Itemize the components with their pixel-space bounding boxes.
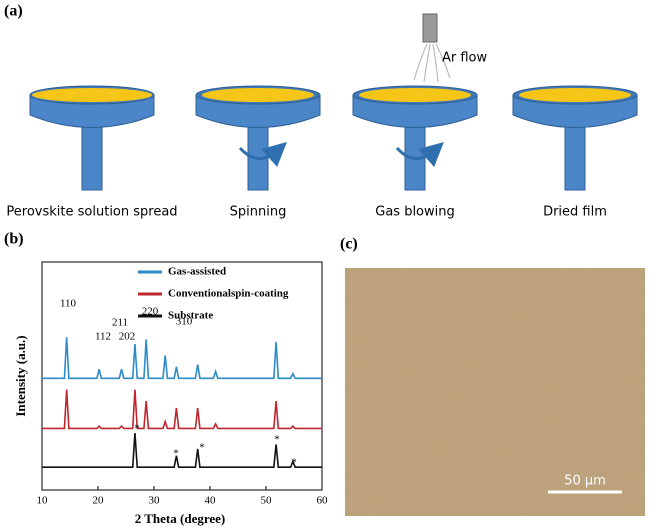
film — [202, 88, 314, 102]
legend-label: Gas-assisted — [168, 266, 226, 278]
annotation: * — [173, 448, 179, 460]
x-tick-label: 50 — [261, 495, 273, 507]
panel-b: (b) 2 Theta (degree) Intensity (a.u.) — [4, 231, 323, 526]
plot-frame — [41, 261, 323, 491]
x-tick-label: 40 — [205, 495, 217, 507]
annotation: 112 — [95, 331, 111, 343]
x-tick-label: 60 — [317, 495, 329, 507]
legend-label: Substrate — [168, 310, 213, 322]
stem — [81, 124, 103, 191]
annotation: 310 — [176, 316, 193, 328]
gas-label: Ar flow — [442, 51, 488, 66]
film — [32, 88, 152, 102]
series-line — [42, 432, 322, 468]
panel-label: (c) — [340, 236, 358, 253]
y-axis-label: Intensity (a.u.) — [13, 335, 28, 416]
step-label: Gas blowing — [375, 205, 455, 220]
x-tick-label: 30 — [149, 495, 161, 507]
x-tick-label: 20 — [93, 495, 105, 507]
spin-arrow — [238, 141, 287, 167]
step-label: Perovskite solution spread — [6, 205, 177, 220]
film — [519, 88, 631, 102]
gas-stream — [413, 43, 451, 83]
stem — [564, 124, 586, 191]
panel-a: (a) Ar flow Perovskite solution spread Sp… — [4, 3, 638, 220]
annotation: 211 — [112, 317, 128, 329]
panel-c: (c) 50 µm — [340, 236, 645, 516]
film — [359, 88, 471, 102]
annotation: * — [199, 442, 205, 454]
annotation: * — [274, 434, 280, 446]
series-line — [42, 337, 322, 380]
annotation: 110 — [60, 298, 77, 310]
micrograph-texture — [345, 268, 645, 516]
panel-label: (b) — [4, 231, 24, 248]
annotation: 202 — [119, 331, 136, 343]
spin-arrow — [395, 141, 444, 167]
series-line — [42, 389, 322, 430]
panel-label: (a) — [4, 3, 23, 20]
step-label: Dried film — [543, 205, 607, 220]
x-axis-label: 2 Theta (degree) — [135, 511, 226, 526]
step-label: Spinning — [230, 205, 287, 220]
scale-bar-label: 50 µm — [564, 474, 606, 489]
legend-label: Conventionalspin-coating — [168, 288, 289, 300]
annotation: * — [291, 457, 297, 469]
annotation: 220 — [142, 306, 159, 318]
annotation: * — [134, 423, 140, 435]
x-tick-label: 10 — [37, 495, 49, 507]
nozzle — [422, 13, 438, 43]
